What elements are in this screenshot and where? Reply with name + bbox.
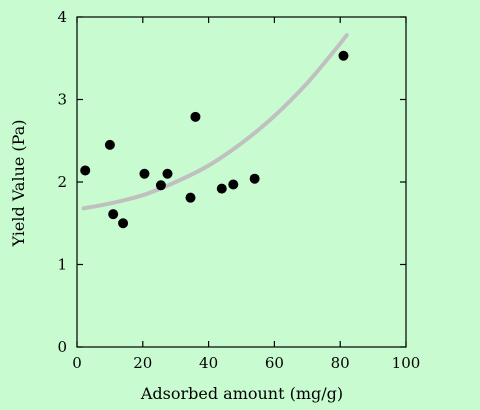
data-point xyxy=(155,180,166,191)
x-tick-label: 80 xyxy=(331,354,350,372)
y-tick-label: 0 xyxy=(57,338,67,356)
y-tick-label: 2 xyxy=(57,173,67,191)
data-point xyxy=(249,173,260,184)
data-point xyxy=(228,179,239,190)
data-point xyxy=(216,183,227,194)
trend-curve xyxy=(81,33,349,211)
plot-area: 0 20 40 60 80 100 0 1 2 3 4 xyxy=(57,8,420,372)
x-tick-label: 40 xyxy=(199,354,218,372)
data-point xyxy=(338,50,349,61)
y-axis-title: Yield Value (Pa) xyxy=(9,120,28,248)
data-point xyxy=(190,111,201,122)
x-tick-label: 0 xyxy=(72,354,82,372)
data-point xyxy=(108,209,119,220)
data-point xyxy=(185,192,196,203)
y-tick-label: 1 xyxy=(57,256,67,274)
data-point xyxy=(139,168,150,179)
y-tick-label: 4 xyxy=(57,8,67,26)
x-axis-title: Adsorbed amount (mg/g) xyxy=(140,384,343,403)
y-tick-label: 3 xyxy=(57,91,67,109)
data-point xyxy=(80,165,91,176)
x-tick-label: 20 xyxy=(133,354,152,372)
plot-frame xyxy=(76,16,407,348)
data-point xyxy=(162,168,173,179)
data-point xyxy=(104,139,115,150)
x-tick-label: 100 xyxy=(392,354,421,372)
x-tick-label: 60 xyxy=(265,354,284,372)
data-point xyxy=(118,218,129,229)
